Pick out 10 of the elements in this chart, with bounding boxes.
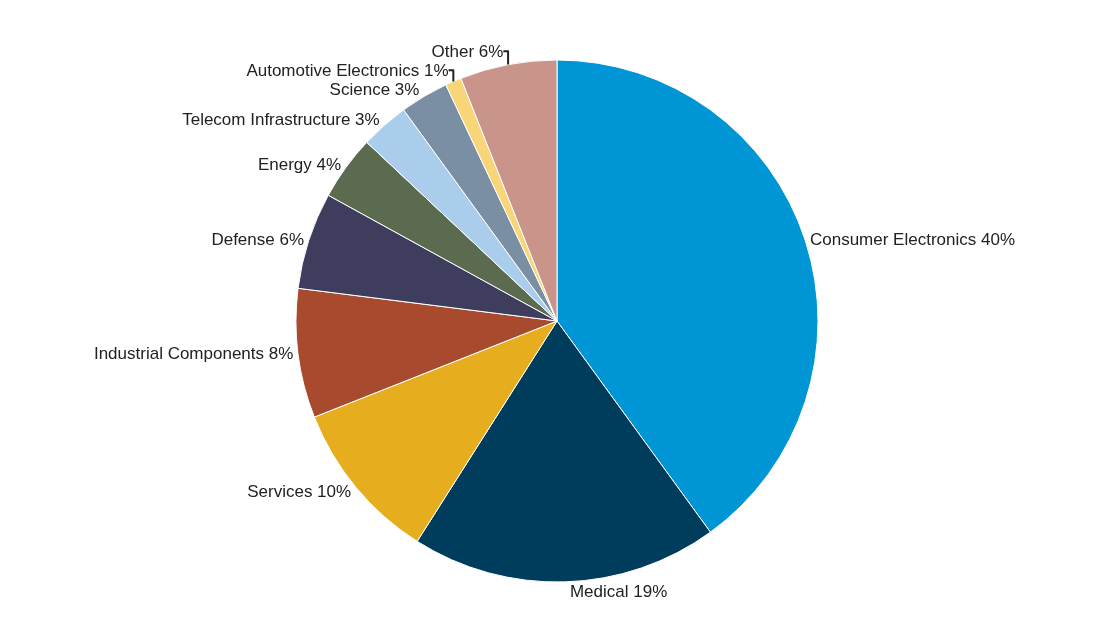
slice-label: Other 6% [431, 41, 504, 61]
slice-label: Telecom Infrastructure 3% [182, 110, 380, 130]
slice-label: Medical 19% [569, 581, 668, 601]
slice-label: Energy 4% [257, 154, 342, 174]
slice-label: Science 3% [329, 79, 420, 99]
slice-label: Automotive Electronics 1% [246, 60, 449, 80]
slice-label: Defense 6% [211, 229, 305, 249]
slice-label: Services 10% [247, 481, 352, 501]
slice-label: Consumer Electronics 40% [809, 229, 1016, 249]
slice-label: Industrial Components 8% [93, 344, 294, 364]
